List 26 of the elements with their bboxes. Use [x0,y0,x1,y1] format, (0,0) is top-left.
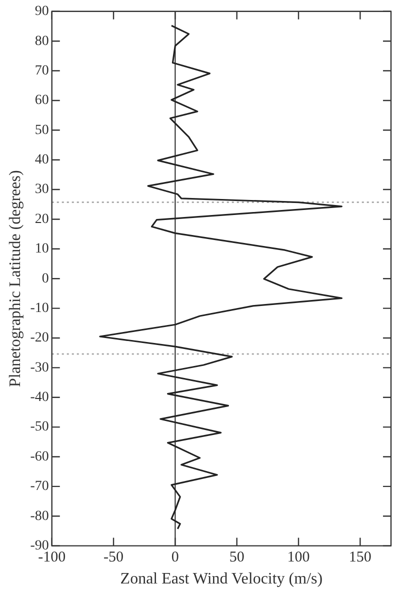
y-tick-label: 10 [34,242,49,257]
y-tick-label: -80 [30,508,49,524]
y-tick-label: -40 [30,390,49,406]
y-tick-label: -30 [30,360,49,376]
y-tick-label: 40 [34,152,49,168]
y-tick-label: 80 [34,34,49,49]
y-tick-label: -60 [30,449,49,464]
y-tick-label: 60 [34,93,49,108]
y-tick-label: -50 [30,420,49,435]
y-tick-label: 90 [34,4,49,20]
y-tick-label: 50 [34,122,49,138]
y-tick-label: 0 [42,271,49,286]
y-tick-label: 20 [34,212,49,227]
y-tick-label: -10 [30,300,49,316]
y-tick-label: 70 [34,63,49,78]
x-tick-label: 100 [287,550,310,566]
y-axis-title: Planetographic Latitude (degrees) [6,170,24,387]
x-tick-label: -50 [104,550,124,566]
x-axis-title: Zonal East Wind Velocity (m/s) [120,570,323,588]
y-tick-label: -70 [30,479,49,494]
x-tick-label: -100 [38,550,66,566]
y-tick-label: 30 [34,182,49,198]
y-tick-label: -20 [30,330,49,346]
x-tick-label: 150 [348,550,372,566]
x-tick-label: 0 [171,550,179,566]
x-tick-label: 50 [229,550,244,566]
